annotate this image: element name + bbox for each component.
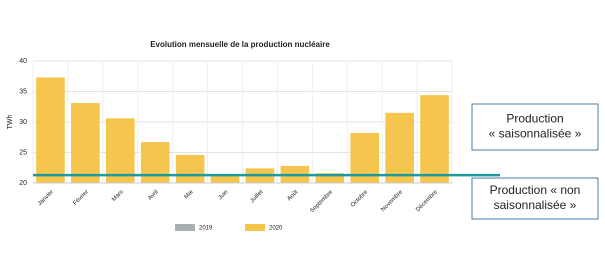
x-tick-label: Décembre (415, 189, 439, 213)
x-tick-label: Avril (147, 189, 159, 201)
bar (105, 118, 135, 183)
bar (315, 173, 345, 183)
y-tick-label: 40 (19, 58, 27, 65)
x-tick-label: Septembre (309, 189, 334, 214)
y-tick-label: 20 (19, 180, 27, 187)
x-tick-label: Novembre (380, 189, 404, 213)
x-tick-label: Janvier (37, 189, 55, 207)
x-tick-label: Mars (111, 189, 125, 203)
y-tick-label: 30 (19, 119, 27, 126)
bar (175, 154, 205, 183)
x-tick-label: Juin (218, 189, 230, 201)
bar (140, 142, 170, 183)
x-tick-label: Octobre (350, 189, 370, 209)
y-tick-label: 35 (19, 88, 27, 95)
y-tick-label: 25 (19, 149, 27, 156)
bar (210, 175, 240, 183)
y-axis-label: TWh (7, 115, 14, 130)
bar (420, 95, 449, 183)
x-tick-label: Mai (184, 189, 195, 200)
bar (385, 112, 414, 183)
x-tick-label: Août (286, 189, 299, 202)
legend-label: 2019 (199, 226, 213, 232)
annotation-box (471, 177, 599, 220)
bar (71, 103, 100, 183)
annotation-text: Production (506, 112, 563, 126)
annotation-text: Production « non (490, 183, 581, 197)
legend-swatch (245, 224, 265, 231)
annotation-box (471, 103, 599, 151)
annotation-text: « saisonnalisée » (489, 127, 582, 141)
annotation-text: saisonnalisée » (494, 198, 577, 212)
chart-title: Evolution mensuelle de la production nuc… (150, 40, 330, 49)
legend-label: 2020 (269, 226, 283, 232)
bar (36, 77, 65, 183)
legend-swatch (175, 224, 195, 231)
x-tick-label: Juillet (249, 189, 264, 204)
x-tick-label: Février (72, 189, 89, 206)
